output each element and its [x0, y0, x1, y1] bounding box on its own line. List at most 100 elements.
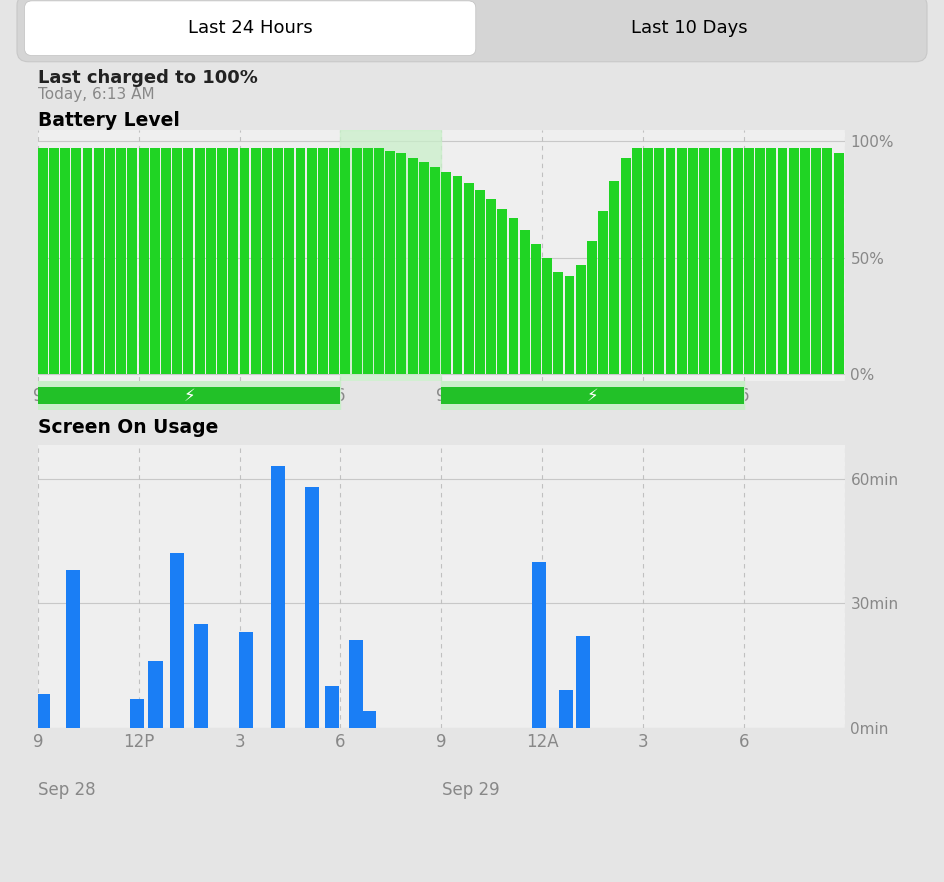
Bar	[822, 148, 833, 374]
Bar	[161, 148, 171, 374]
Bar	[834, 153, 844, 374]
Bar	[520, 229, 530, 374]
Bar	[755, 148, 765, 374]
Bar	[587, 242, 597, 374]
Text: Today, 6:13 AM: Today, 6:13 AM	[38, 86, 155, 102]
Bar	[710, 148, 720, 374]
Bar	[542, 258, 552, 374]
Bar	[38, 381, 341, 410]
Bar	[509, 218, 518, 374]
Bar	[49, 148, 59, 374]
Bar	[341, 130, 441, 381]
Text: Sep 29: Sep 29	[442, 781, 499, 798]
Bar	[148, 662, 162, 728]
Bar	[811, 148, 821, 374]
Bar	[194, 148, 205, 374]
Bar	[206, 148, 216, 374]
Bar	[778, 148, 787, 374]
Bar	[60, 148, 70, 374]
Bar	[800, 148, 810, 374]
Bar	[374, 148, 384, 374]
Bar	[408, 158, 417, 374]
Bar	[36, 694, 50, 728]
Bar	[116, 148, 126, 374]
Bar	[273, 148, 283, 374]
Bar	[348, 640, 362, 728]
Bar	[643, 148, 653, 374]
Bar	[228, 148, 238, 374]
Bar	[744, 148, 754, 374]
Bar	[66, 570, 80, 728]
Bar	[305, 487, 319, 728]
Bar	[217, 148, 227, 374]
Bar	[127, 148, 137, 374]
Bar	[419, 162, 429, 374]
Bar	[329, 148, 339, 374]
Bar	[170, 553, 184, 728]
Bar	[318, 148, 328, 374]
Bar	[733, 148, 743, 374]
FancyBboxPatch shape	[25, 1, 476, 56]
Bar	[239, 632, 253, 728]
Bar	[130, 699, 144, 728]
Bar	[183, 148, 194, 374]
Bar	[441, 387, 744, 404]
Bar	[362, 711, 376, 728]
Bar	[172, 148, 182, 374]
Bar	[688, 148, 698, 374]
Bar	[475, 191, 485, 374]
Bar	[307, 148, 316, 374]
Bar	[486, 199, 496, 374]
Bar	[610, 181, 619, 374]
Bar	[385, 151, 396, 374]
Bar	[553, 272, 564, 374]
Bar	[441, 381, 744, 410]
Bar	[441, 171, 451, 374]
Bar	[93, 148, 104, 374]
Bar	[295, 148, 306, 374]
Bar	[261, 148, 272, 374]
Bar	[632, 148, 642, 374]
Bar	[559, 691, 573, 728]
Text: Last 10 Days: Last 10 Days	[631, 19, 748, 37]
Bar	[396, 153, 406, 374]
Bar	[531, 562, 546, 728]
Bar	[284, 148, 295, 374]
Text: ⚡: ⚡	[183, 386, 194, 405]
Bar	[271, 467, 285, 728]
Bar	[362, 148, 373, 374]
Bar	[576, 265, 585, 374]
Bar	[576, 636, 590, 728]
Bar	[240, 148, 249, 374]
Bar	[251, 148, 261, 374]
Bar	[351, 148, 362, 374]
Bar	[565, 276, 575, 374]
Bar	[194, 624, 208, 728]
Bar	[700, 148, 709, 374]
Text: Sep 28: Sep 28	[38, 781, 95, 798]
Bar	[721, 148, 732, 374]
Text: Screen On Usage: Screen On Usage	[38, 418, 218, 437]
Bar	[654, 148, 665, 374]
FancyBboxPatch shape	[17, 0, 927, 62]
Bar	[767, 148, 776, 374]
Bar	[452, 176, 463, 374]
Text: ⚡: ⚡	[587, 386, 598, 405]
Bar	[666, 148, 675, 374]
Bar	[464, 183, 474, 374]
Bar	[531, 243, 541, 374]
Bar	[38, 148, 47, 374]
Bar	[677, 148, 686, 374]
Bar	[497, 209, 507, 374]
Bar	[598, 211, 608, 374]
Text: Battery Level: Battery Level	[38, 111, 179, 131]
Bar	[325, 686, 339, 728]
Bar	[620, 158, 631, 374]
Text: Last 24 Hours: Last 24 Hours	[188, 19, 312, 37]
Bar	[105, 148, 115, 374]
Bar	[430, 167, 440, 374]
Bar	[83, 148, 93, 374]
Bar	[72, 148, 81, 374]
Bar	[789, 148, 799, 374]
Bar	[150, 148, 160, 374]
